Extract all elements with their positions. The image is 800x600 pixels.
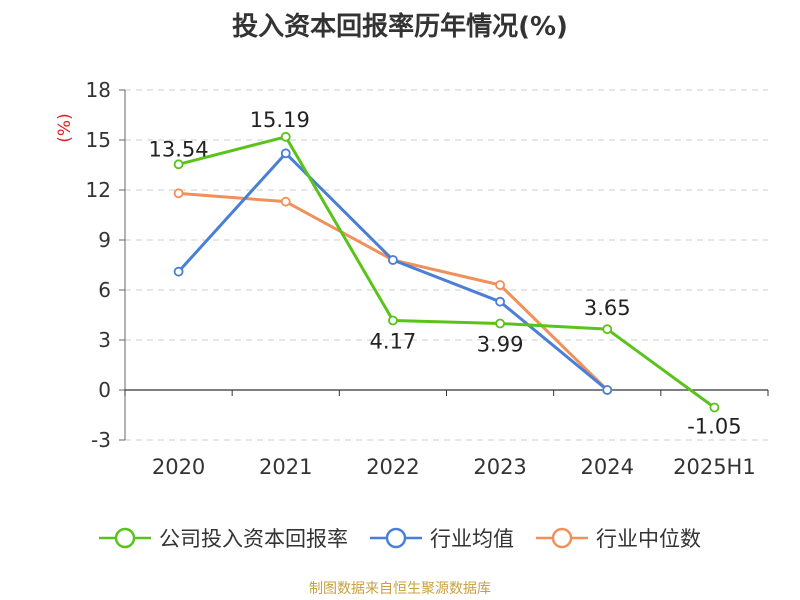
- y-tick-label: 15: [86, 128, 111, 152]
- y-tick-label: 6: [98, 278, 111, 302]
- data-label: -1.05: [687, 415, 741, 439]
- line-chart: -3 0 3 6 9 12 15 18 2020 2021 2022 2023 2024 2025H1 (%…: [55, 78, 769, 479]
- series-line: [178, 191, 609, 392]
- data-label: 15.19: [250, 108, 310, 132]
- y-tick-label: 18: [86, 78, 111, 102]
- legend-line-marker-icon: [99, 527, 151, 549]
- data-label: 13.54: [149, 137, 209, 161]
- data-point: [602, 385, 613, 395]
- series-line: [178, 135, 716, 409]
- y-axis-label: (%): [55, 113, 75, 142]
- y-tick-label: 0: [98, 378, 111, 402]
- chart-title: 投入资本回报率历年情况(%): [232, 12, 568, 42]
- data-point: [280, 196, 291, 207]
- data-source-note: 制图数据来自恒生聚源数据库: [309, 581, 491, 597]
- legend-item: 公司投入资本回报率: [99, 523, 348, 553]
- data-point: [388, 315, 398, 326]
- data-label: 4.17: [370, 330, 417, 354]
- data-point: [495, 318, 505, 329]
- x-tick-label: 2025H1: [673, 455, 756, 479]
- data-point: [280, 148, 291, 159]
- chart-legend: 公司投入资本回报率 行业均值 行业中位数: [0, 518, 800, 558]
- data-point: [602, 324, 613, 335]
- data-point: [280, 131, 291, 142]
- series-line: [177, 151, 609, 392]
- data-point: [173, 159, 184, 170]
- legend-label: 行业均值: [430, 527, 514, 551]
- data-label: 3.99: [477, 333, 524, 357]
- data-point: [709, 402, 720, 413]
- legend-line-marker-icon: [370, 527, 422, 549]
- x-tick-label: 2021: [259, 455, 312, 479]
- data-point: [173, 266, 184, 277]
- legend-item: 行业均值: [370, 523, 514, 553]
- data-label: 3.65: [584, 296, 631, 320]
- y-tick-label: 3: [98, 328, 111, 352]
- legend-line-marker-icon: [536, 527, 588, 549]
- y-tick-label: 12: [86, 178, 111, 202]
- data-point: [495, 280, 505, 290]
- x-tick-label: 2020: [152, 455, 205, 479]
- data-point: [388, 255, 398, 265]
- legend-label: 行业中位数: [596, 527, 701, 551]
- data-point: [495, 296, 505, 307]
- legend-item: 行业中位数: [536, 523, 701, 553]
- legend-label: 公司投入资本回报率: [159, 527, 348, 551]
- y-tick-label: -3: [91, 428, 111, 452]
- x-tick-label: 2024: [581, 455, 634, 479]
- y-tick-label: 9: [98, 228, 111, 252]
- data-point: [173, 188, 184, 199]
- x-tick-label: 2023: [473, 455, 526, 479]
- x-tick-label: 2022: [366, 455, 419, 479]
